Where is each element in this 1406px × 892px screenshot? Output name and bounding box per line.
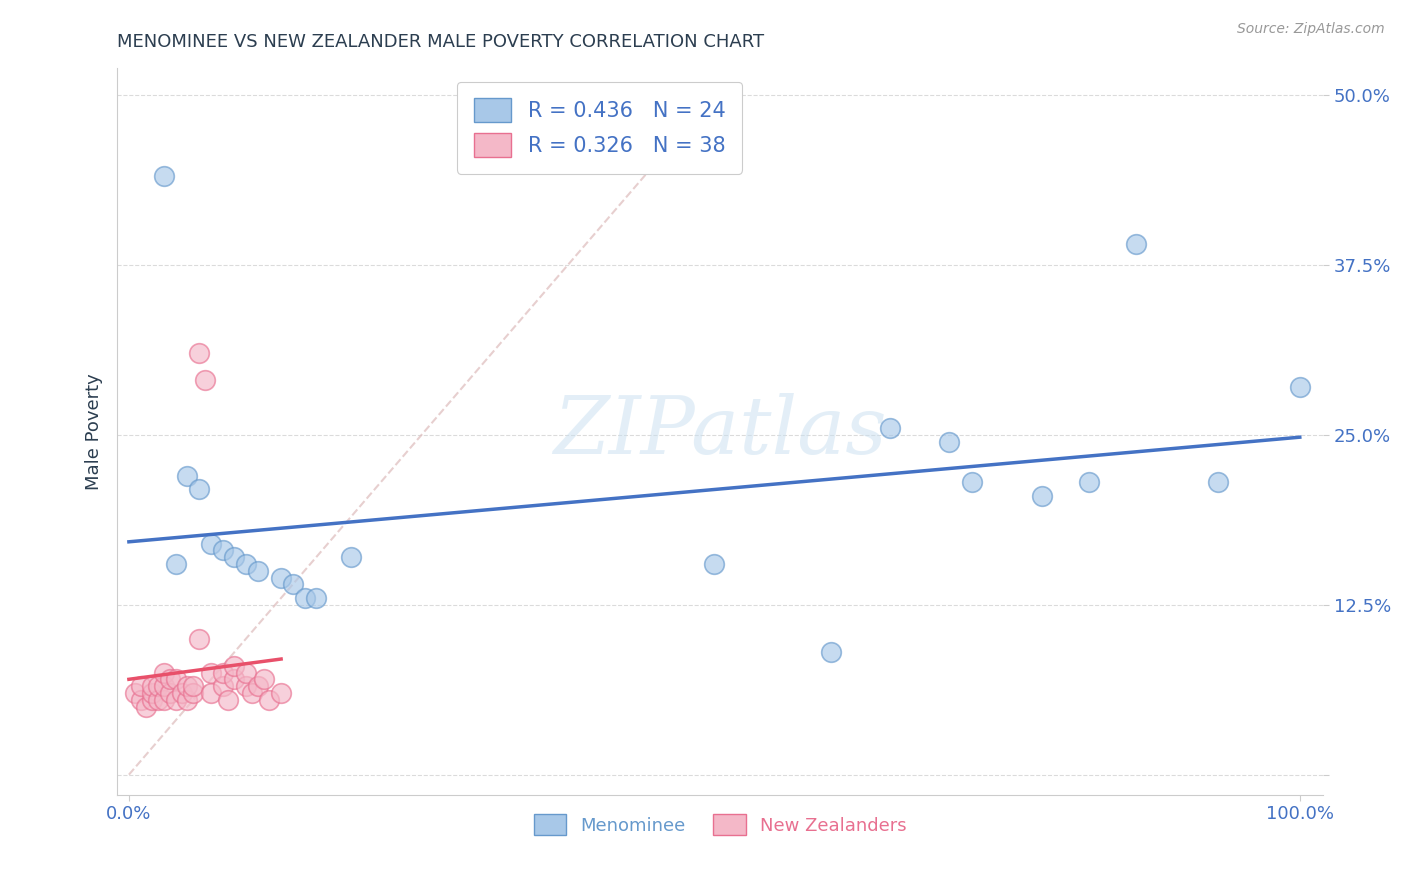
- Point: [217, 693, 239, 707]
- Point: [879, 421, 901, 435]
- Point: [259, 693, 281, 707]
- Point: [211, 665, 233, 680]
- Point: [246, 679, 269, 693]
- Point: [146, 679, 169, 693]
- Point: [340, 550, 363, 565]
- Point: [305, 591, 328, 605]
- Point: [165, 557, 187, 571]
- Point: [294, 591, 316, 605]
- Point: [165, 693, 187, 707]
- Point: [141, 679, 163, 693]
- Point: [1031, 489, 1053, 503]
- Point: [153, 665, 176, 680]
- Text: MENOMINEE VS NEW ZEALANDER MALE POVERTY CORRELATION CHART: MENOMINEE VS NEW ZEALANDER MALE POVERTY …: [117, 33, 765, 51]
- Y-axis label: Male Poverty: Male Poverty: [86, 373, 103, 490]
- Point: [224, 673, 246, 687]
- Point: [1288, 380, 1310, 394]
- Point: [246, 564, 269, 578]
- Point: [252, 673, 274, 687]
- Point: [224, 659, 246, 673]
- Point: [124, 686, 146, 700]
- Point: [176, 693, 198, 707]
- Point: [181, 686, 204, 700]
- Point: [153, 693, 176, 707]
- Point: [129, 693, 152, 707]
- Point: [176, 468, 198, 483]
- Point: [200, 536, 222, 550]
- Point: [141, 686, 163, 700]
- Point: [159, 673, 181, 687]
- Point: [188, 346, 211, 360]
- Point: [135, 699, 157, 714]
- Point: [270, 570, 292, 584]
- Point: [181, 679, 204, 693]
- Point: [200, 686, 222, 700]
- Point: [153, 169, 176, 184]
- Point: [141, 693, 163, 707]
- Point: [188, 482, 211, 496]
- Point: [176, 679, 198, 693]
- Point: [235, 557, 257, 571]
- Point: [281, 577, 304, 591]
- Point: [235, 665, 257, 680]
- Point: [820, 645, 842, 659]
- Point: [235, 679, 257, 693]
- Point: [703, 557, 725, 571]
- Point: [224, 550, 246, 565]
- Point: [153, 679, 176, 693]
- Point: [200, 665, 222, 680]
- Point: [960, 475, 983, 490]
- Point: [170, 686, 193, 700]
- Point: [211, 543, 233, 558]
- Point: [1206, 475, 1229, 490]
- Point: [938, 434, 960, 449]
- Legend: R = 0.436   N = 24, R = 0.326   N = 38: R = 0.436 N = 24, R = 0.326 N = 38: [457, 82, 742, 174]
- Point: [129, 679, 152, 693]
- Point: [194, 373, 217, 387]
- Point: [1078, 475, 1101, 490]
- Point: [159, 686, 181, 700]
- Point: [1125, 237, 1147, 252]
- Text: Source: ZipAtlas.com: Source: ZipAtlas.com: [1237, 22, 1385, 37]
- Point: [211, 679, 233, 693]
- Point: [270, 686, 292, 700]
- Point: [146, 693, 169, 707]
- Point: [188, 632, 211, 646]
- Point: [165, 673, 187, 687]
- Text: ZIPatlas: ZIPatlas: [554, 392, 887, 470]
- Point: [240, 686, 263, 700]
